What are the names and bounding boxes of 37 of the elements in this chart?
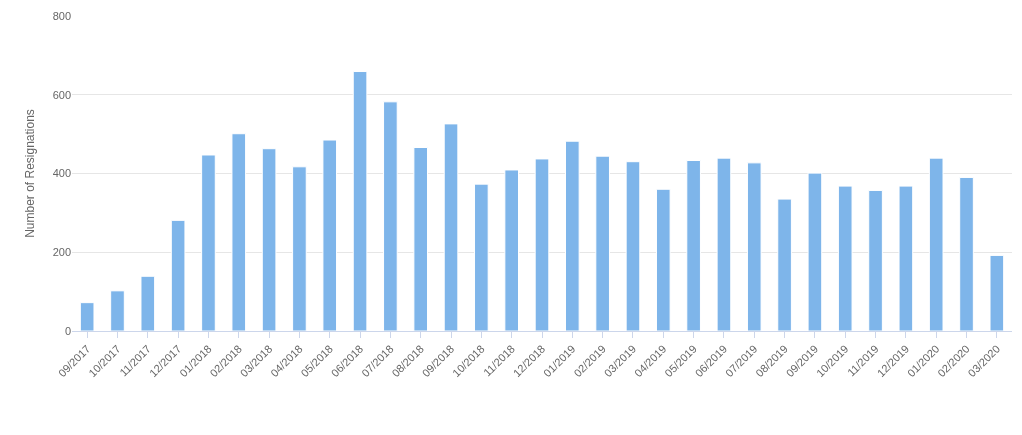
bar (746, 162, 762, 331)
y-tick-label: 200 (52, 246, 71, 259)
bar (79, 302, 95, 331)
bar (989, 254, 1005, 331)
bar (837, 185, 853, 331)
bar (534, 158, 550, 331)
bar (383, 101, 398, 331)
bar (443, 123, 459, 331)
bar (474, 183, 489, 331)
bar (565, 140, 580, 331)
bar (140, 275, 156, 331)
bar (655, 188, 671, 331)
y-tick-label: 800 (52, 9, 71, 22)
bar (595, 155, 610, 331)
bar (959, 176, 974, 331)
bar (261, 148, 277, 331)
bar (625, 161, 641, 331)
bar (777, 198, 792, 331)
y-tick-label: 0 (64, 324, 71, 337)
bar (322, 139, 338, 331)
bar (504, 169, 519, 331)
bar (716, 157, 732, 331)
y-axis-title: Number of Resignations (22, 109, 37, 238)
bar (898, 185, 914, 331)
bar (928, 157, 944, 331)
bar (352, 71, 368, 331)
y-tick-label: 600 (52, 88, 71, 101)
bar (292, 166, 307, 331)
bar (110, 290, 125, 331)
bar (868, 189, 883, 331)
bar (201, 154, 216, 331)
bar (231, 133, 247, 331)
bar (807, 172, 823, 331)
y-tick-label: 400 (52, 167, 71, 180)
bar (413, 147, 429, 331)
bar (686, 160, 701, 331)
bar (170, 219, 186, 331)
